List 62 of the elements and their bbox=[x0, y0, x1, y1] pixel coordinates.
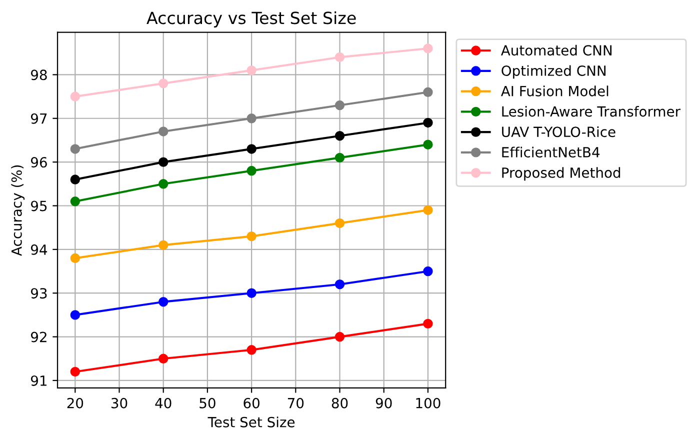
y-tick-label: 91 bbox=[31, 375, 47, 386]
chart-title: Accuracy vs Test Set Size bbox=[146, 11, 356, 28]
point bbox=[423, 87, 433, 98]
x-tick-label: 30 bbox=[111, 398, 128, 408]
point bbox=[70, 366, 80, 377]
point bbox=[158, 296, 168, 307]
y-tick-label: 92 bbox=[31, 332, 46, 342]
point bbox=[70, 92, 80, 102]
point bbox=[70, 144, 80, 154]
legend-label: Automated CNN bbox=[500, 44, 612, 56]
point bbox=[423, 266, 433, 276]
x-tick-label: 70 bbox=[288, 398, 304, 408]
point bbox=[70, 174, 80, 184]
x-tick-label: 60 bbox=[244, 398, 260, 408]
point bbox=[334, 218, 345, 228]
legend-label: Optimized CNN bbox=[502, 65, 606, 79]
point bbox=[423, 205, 433, 215]
point bbox=[246, 288, 256, 298]
legend-label: EfficientNetB4 bbox=[502, 146, 600, 158]
point bbox=[70, 196, 80, 206]
point bbox=[246, 166, 256, 176]
point bbox=[423, 140, 433, 150]
point bbox=[158, 126, 168, 136]
point bbox=[334, 280, 345, 290]
point bbox=[158, 179, 168, 189]
x-tick-label: 100 bbox=[416, 398, 440, 408]
point bbox=[158, 240, 168, 250]
point bbox=[423, 44, 433, 54]
point bbox=[70, 310, 80, 320]
point bbox=[158, 354, 168, 364]
point bbox=[334, 130, 345, 141]
x-axis-title: Test Set Size bbox=[208, 416, 295, 428]
point bbox=[158, 78, 168, 88]
y-tick-label: 93 bbox=[31, 288, 47, 299]
x-tick-label: 80 bbox=[332, 398, 348, 408]
legend-label: UAV T-YOLO-Rice bbox=[502, 126, 616, 138]
x-tick-label: 40 bbox=[155, 398, 172, 408]
y-tick-label: 98 bbox=[31, 70, 47, 80]
point bbox=[158, 157, 168, 167]
point bbox=[423, 318, 433, 329]
point bbox=[334, 52, 345, 62]
legend-label: Proposed Method bbox=[502, 167, 620, 181]
point bbox=[246, 345, 256, 355]
point bbox=[246, 231, 256, 242]
x-tick-label: 90 bbox=[376, 398, 392, 408]
y-tick-label: 94 bbox=[31, 244, 48, 255]
legend-label: AI Fusion Model bbox=[500, 86, 608, 96]
x-tick-label: 50 bbox=[200, 398, 216, 408]
y-tick-label: 97 bbox=[31, 113, 47, 124]
point bbox=[423, 118, 433, 128]
point bbox=[246, 65, 256, 76]
x-tick-label: 20 bbox=[67, 398, 84, 408]
point bbox=[246, 114, 256, 124]
point bbox=[334, 332, 345, 342]
point bbox=[334, 152, 345, 163]
y-tick-label: 96 bbox=[31, 157, 47, 168]
point bbox=[70, 253, 80, 264]
point bbox=[246, 144, 256, 154]
y-tick-label: 95 bbox=[31, 200, 47, 212]
point bbox=[334, 100, 345, 110]
y-axis-title: Accuracy (%) bbox=[11, 165, 25, 256]
legend-label: Lesion-Aware Transformer bbox=[502, 106, 681, 117]
